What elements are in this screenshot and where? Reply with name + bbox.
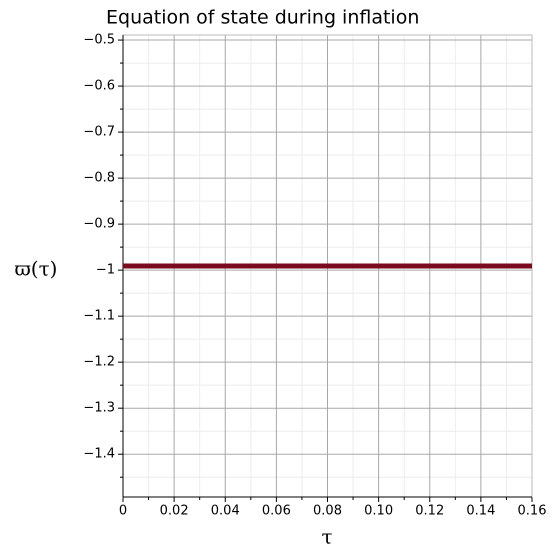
x-tick-label: 0.08 xyxy=(313,504,342,519)
y-tick-label: −0.7 xyxy=(83,125,115,140)
x-tick-label: 0.12 xyxy=(415,504,444,519)
x-tick-label: 0.06 xyxy=(262,504,291,519)
x-tick-label: 0 xyxy=(119,504,127,519)
y-tick-label: −0.9 xyxy=(83,217,115,232)
y-axis-label: ϖ(τ) xyxy=(15,257,58,281)
y-tick-label: −0.5 xyxy=(83,33,115,48)
y-tick-label: −1.3 xyxy=(83,401,115,416)
x-tick-label: 0.16 xyxy=(518,504,547,519)
x-axis-label: τ xyxy=(321,525,332,549)
x-tick-label: 0.04 xyxy=(211,504,240,519)
y-tick-label: −1 xyxy=(96,263,115,278)
y-tick-label: −1.4 xyxy=(83,447,115,462)
x-tick-label: 0.14 xyxy=(466,504,495,519)
y-tick-label: −0.6 xyxy=(83,79,115,94)
x-tick-label: 0.02 xyxy=(160,504,189,519)
y-tick-label: −1.1 xyxy=(83,309,115,324)
y-tick-label: −0.8 xyxy=(83,171,115,186)
x-tick-label: 0.10 xyxy=(364,504,393,519)
chart-title: Equation of state during inflation xyxy=(106,7,419,29)
y-tick-label: −1.2 xyxy=(83,355,115,370)
